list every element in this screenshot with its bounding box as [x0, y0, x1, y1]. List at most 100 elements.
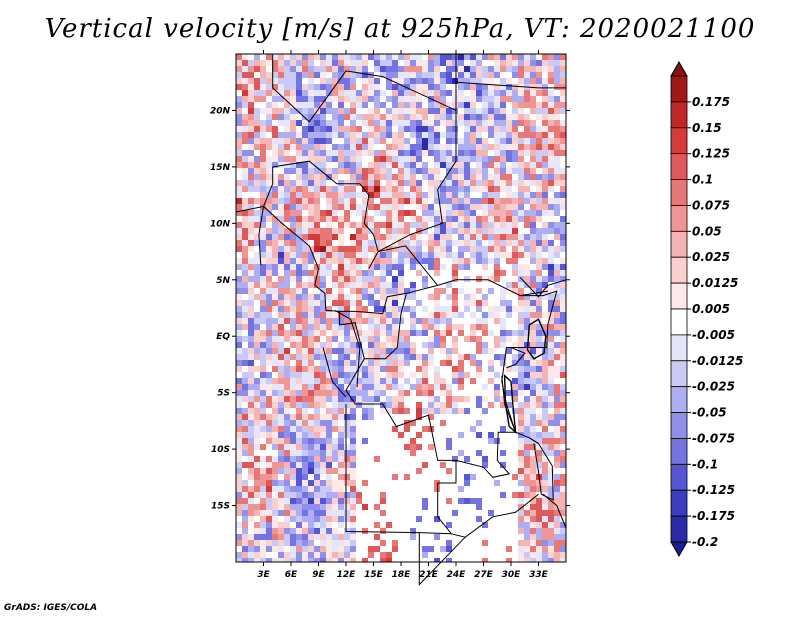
field-cell: [416, 450, 422, 456]
field-cell: [452, 198, 458, 204]
field-cell: [344, 504, 350, 510]
field-cell: [548, 462, 554, 468]
field-cell: [266, 336, 272, 342]
field-cell: [356, 528, 362, 534]
field-cell: [296, 342, 302, 348]
field-cell: [392, 132, 398, 138]
field-cell: [356, 348, 362, 354]
field-cell: [506, 324, 512, 330]
field-cell: [458, 390, 464, 396]
field-cell: [476, 204, 482, 210]
field-cell: [338, 558, 344, 562]
field-cell: [344, 318, 350, 324]
field-cell: [242, 294, 248, 300]
field-cell: [488, 258, 494, 264]
field-cell: [320, 498, 326, 504]
field-cell: [236, 126, 242, 132]
field-cell: [308, 90, 314, 96]
field-cell: [314, 264, 320, 270]
field-cell: [482, 72, 488, 78]
border-line: [455, 81, 566, 89]
field-cell: [266, 270, 272, 276]
field-cell: [374, 462, 380, 468]
field-cell: [386, 120, 392, 126]
field-cell: [392, 432, 398, 438]
field-cell: [500, 132, 506, 138]
field-cell: [434, 540, 440, 546]
field-cell: [350, 450, 356, 456]
field-cell: [356, 102, 362, 108]
field-cell: [554, 198, 560, 204]
field-cell: [482, 360, 488, 366]
field-cell: [434, 330, 440, 336]
field-cell: [458, 450, 464, 456]
field-cell: [560, 138, 566, 144]
field-cell: [242, 78, 248, 84]
field-cell: [470, 378, 476, 384]
field-cell: [554, 486, 560, 492]
field-cell: [362, 468, 368, 474]
field-cell: [458, 270, 464, 276]
field-cell: [272, 492, 278, 498]
field-cell: [422, 144, 428, 150]
field-cell: [506, 186, 512, 192]
colorbar-swatch: [670, 334, 688, 362]
field-cell: [518, 114, 524, 120]
field-cell: [374, 138, 380, 144]
field-cell: [536, 114, 542, 120]
field-cell: [458, 156, 464, 162]
field-cell: [320, 162, 326, 168]
field-cell: [416, 78, 422, 84]
field-cell: [506, 300, 512, 306]
field-cell: [350, 432, 356, 438]
field-cell: [548, 402, 554, 408]
field-cell: [272, 396, 278, 402]
field-cell: [482, 240, 488, 246]
field-cell: [272, 558, 278, 562]
field-cell: [398, 360, 404, 366]
field-cell: [344, 426, 350, 432]
field-cell: [356, 66, 362, 72]
field-cell: [356, 54, 362, 60]
field-cell: [326, 264, 332, 270]
field-cell: [440, 300, 446, 306]
field-cell: [338, 180, 344, 186]
field-cell: [308, 54, 314, 60]
field-cell: [554, 348, 560, 354]
field-cell: [266, 420, 272, 426]
field-cell: [524, 174, 530, 180]
field-cell: [356, 84, 362, 90]
field-cell: [398, 60, 404, 66]
field-cell: [308, 108, 314, 114]
field-cell: [488, 426, 494, 432]
field-cell: [350, 84, 356, 90]
field-cell: [548, 534, 554, 540]
field-cell: [506, 288, 512, 294]
field-cell: [284, 150, 290, 156]
field-cell: [410, 396, 416, 402]
field-cell: [494, 180, 500, 186]
field-cell: [266, 558, 272, 562]
field-cell: [470, 186, 476, 192]
colorbar-swatch: [670, 179, 688, 206]
field-cell: [362, 318, 368, 324]
field-cell: [422, 330, 428, 336]
field-cell: [254, 306, 260, 312]
field-cell: [350, 78, 356, 84]
field-cell: [470, 204, 476, 210]
field-cell: [266, 72, 272, 78]
field-cell: [266, 360, 272, 366]
field-cell: [542, 84, 548, 90]
colorbar-label: -0.005: [692, 328, 735, 342]
field-cell: [248, 450, 254, 456]
field-cell: [560, 198, 566, 204]
field-cell: [242, 396, 248, 402]
field-cell: [500, 144, 506, 150]
field-cell: [518, 288, 524, 294]
field-cell: [392, 414, 398, 420]
field-cell: [308, 402, 314, 408]
field-cell: [560, 480, 566, 486]
field-cell: [326, 390, 332, 396]
field-cell: [344, 282, 350, 288]
field-cell: [320, 126, 326, 132]
